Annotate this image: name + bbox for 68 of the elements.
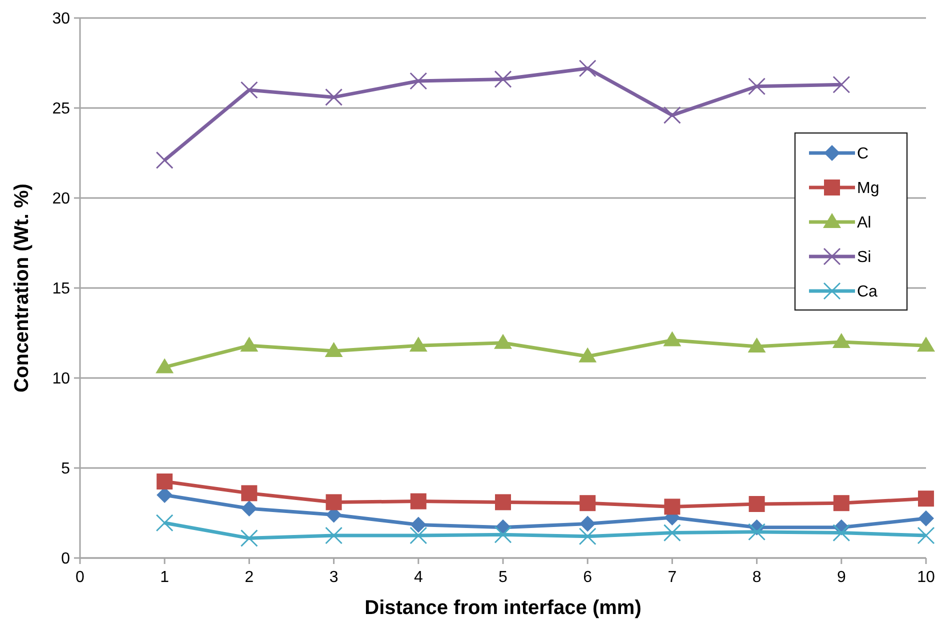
legend-label: C xyxy=(857,146,869,163)
point xyxy=(241,485,258,502)
point xyxy=(578,60,596,78)
point xyxy=(748,496,765,512)
point xyxy=(156,358,174,374)
point xyxy=(832,333,850,348)
point xyxy=(325,88,343,106)
point xyxy=(578,528,596,546)
x-axis-title: Distance from interface (mm) xyxy=(364,597,642,619)
point xyxy=(663,331,682,346)
point xyxy=(156,151,174,169)
point xyxy=(410,516,426,533)
point xyxy=(410,493,426,510)
point xyxy=(494,526,512,544)
legend-label: Si xyxy=(857,249,872,266)
x-tick-label: 2 xyxy=(244,569,254,586)
point xyxy=(748,338,766,352)
point xyxy=(494,334,512,349)
x-tick-label: 3 xyxy=(329,569,338,586)
point xyxy=(326,494,342,510)
point xyxy=(494,70,512,88)
y-tick-label: 15 xyxy=(52,280,70,298)
point xyxy=(324,342,343,357)
point xyxy=(918,490,934,507)
point xyxy=(832,76,850,94)
point xyxy=(664,498,680,515)
point xyxy=(833,495,850,512)
x-tick-label: 10 xyxy=(917,569,935,586)
y-tick-label: 20 xyxy=(52,190,70,208)
y-tick-label: 0 xyxy=(61,550,70,568)
point xyxy=(580,516,596,532)
x-tick-label: 6 xyxy=(583,569,592,586)
x-tick-label: 1 xyxy=(160,569,170,586)
legend-label: Al xyxy=(857,214,872,232)
x-tick-label: 4 xyxy=(414,569,423,586)
point xyxy=(748,523,766,541)
point xyxy=(917,336,935,352)
point xyxy=(410,526,428,544)
y-tick-label: 25 xyxy=(52,100,70,118)
point xyxy=(241,500,258,516)
point xyxy=(410,72,428,90)
point xyxy=(832,524,850,542)
point xyxy=(325,526,343,544)
point xyxy=(663,524,681,542)
point xyxy=(156,474,173,490)
y-tick-label: 5 xyxy=(61,460,70,478)
x-tick-label: 0 xyxy=(76,569,85,586)
x-tick-label: 8 xyxy=(752,569,762,586)
point xyxy=(580,495,596,512)
point xyxy=(240,81,258,99)
x-tick-label: 9 xyxy=(836,569,846,586)
y-tick-label: 10 xyxy=(52,370,70,388)
point xyxy=(748,78,766,96)
point xyxy=(240,336,258,352)
legend-label: Mg xyxy=(857,180,880,198)
point xyxy=(918,510,934,526)
legend-label: Ca xyxy=(857,284,878,301)
point xyxy=(495,494,511,510)
point xyxy=(663,106,681,124)
y-axis-title: Concentration (Wt. %) xyxy=(11,184,33,392)
point xyxy=(240,529,258,547)
point xyxy=(156,514,174,532)
point xyxy=(917,526,935,544)
point xyxy=(409,336,428,352)
y-tick-label: 30 xyxy=(52,10,70,28)
x-tick-label: 5 xyxy=(498,569,508,586)
x-tick-label: 7 xyxy=(668,569,677,586)
point xyxy=(578,347,597,362)
